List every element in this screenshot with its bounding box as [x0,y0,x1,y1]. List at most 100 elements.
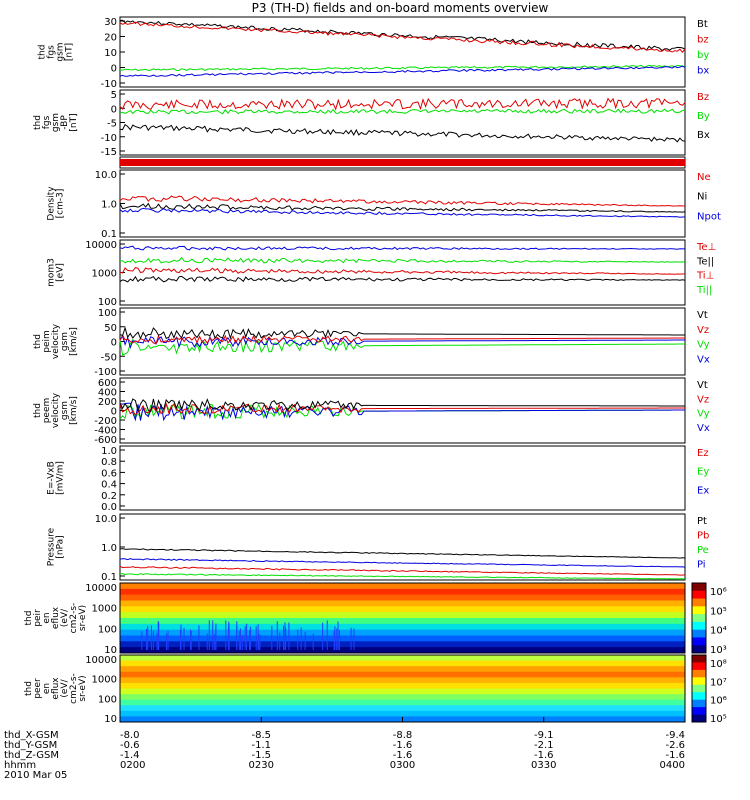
x-row-label: 2010 Mar 05 [4,770,67,781]
y-tick-label: 30 [104,17,117,28]
y-tick-label: 100 [98,694,117,705]
legend-entry: Pb [697,531,709,542]
panel-1: 5 0 -5 -10 -15 thd fgs gsm -BP [nT] Bz By Bx [33,89,710,158]
legend-entry: Te|| [696,256,714,267]
y-tick-label: -100 [94,367,117,378]
y-tick-label: 10000 [85,583,117,594]
Ti-par-line [119,256,686,264]
y-axis-label: [cm-3] [56,189,66,219]
y-tick-label: 0 [111,407,117,418]
y-axis-label: cm2-s- [69,603,79,634]
x-row-label: thd_Y-GSM [4,740,57,751]
y-axis-label: peim [42,330,52,353]
legend-entry: Vx [697,423,710,434]
spectrogram-band [120,641,685,648]
spectrogram-band [120,655,685,662]
x-row-label: hhmm [4,760,36,771]
y-tick-label: -15 [101,147,117,158]
electron-spectrogram [120,655,685,723]
y-axis-label: [mV/m] [56,461,66,495]
y-tick-label: 50 [104,323,117,334]
y-tick-label: 1000 [92,269,117,280]
spectrogram-band [120,623,685,631]
colorbar-swatch [692,614,706,623]
spectrogram-band [120,694,685,701]
legend-entry: Pt [697,516,707,527]
spectrogram-band [120,677,685,684]
y-tick-label: 1000 [92,604,117,615]
legend-entry: Vy [697,409,710,420]
y-tick-label: 100 [98,308,117,319]
y-axis-label: -BP [60,115,70,130]
spectrogram-band [120,688,685,695]
y-tick-label: 5 [111,90,117,101]
Pb-line [119,565,686,576]
x-tick-y: -1.6 [393,740,413,751]
y-axis-label: fgs [42,115,52,129]
y-axis-label: thd [24,681,34,696]
by-line [119,64,686,72]
Vz-elec-line [119,402,685,416]
Ne-line [119,195,686,207]
legend-entry: Ne [697,172,711,183]
y-axis-label: Pressure [47,527,57,566]
y-tick-label: 100 [98,624,117,635]
colorbar-swatch [692,645,706,654]
Pi-line [119,558,686,568]
x-tick-z: -1.6 [393,750,413,761]
y-axis-label: thd [33,403,43,418]
colorbar-swatch [692,707,706,716]
legend-entry: Pe [697,545,709,556]
Bz-line [119,97,686,111]
y-tick-label: 400 [98,388,117,399]
x-tick-y: -0.6 [120,740,140,751]
x-tick-y: -2.6 [665,740,685,751]
y-axis-label: [km/s] [69,396,79,425]
x-tick-x: -8.5 [251,730,271,741]
y-axis-label: thd [33,334,43,349]
x-tick-x: -8.8 [393,730,413,741]
y-tick-label: 200 [98,397,117,408]
legend-entry: Ti⊥ [696,271,714,282]
y-tick-label: 100 [98,297,117,308]
Npot-line [119,207,685,218]
legend-entry: Bt [697,19,708,30]
Bt-line [119,19,686,52]
y-tick-label: 1.0 [101,200,117,211]
spectrogram-band [120,660,685,667]
legend-entry: Ey [697,467,709,478]
spectrogram-band [120,705,685,712]
colorbar-frame [691,582,707,654]
panel-0: 30 20 10 0 -10 thd fgs gsm [nT] Bt bz by bx [38,16,709,90]
y-tick-label: 0 [111,64,117,75]
legend-entry: Ex [697,485,709,496]
x-row-label: thd_X-GSM [4,730,59,741]
colorbar-label: 10⁶ [710,587,727,598]
legend-entry: By [697,111,710,122]
colorbar-swatch [692,621,706,631]
y-tick-label: 10 [104,714,117,725]
colorbar-label: 10³ [710,645,727,656]
panel-10: 10000 1000 100 10 thd peer en eflux (eV/cm2-s-sr… [24,654,686,725]
legend-entry: bz [697,35,709,46]
colorbar-swatch [692,606,706,615]
y-tick-label: 600 [98,378,117,389]
y-axis-label: (eV/ [60,678,70,697]
legend-entry: Vy [697,340,710,351]
y-tick-label: -5 [107,119,117,130]
colorbar-swatch [692,590,706,600]
y-axis-label: en [42,612,52,623]
y-tick-label: 1.0 [101,543,117,554]
y-tick-label: 10000 [85,240,117,251]
y-tick-label: -600 [94,435,117,446]
y-axis-label: mom3 [47,258,57,287]
legend-entry: Vt [697,310,708,321]
x-tick-t: 0400 [660,760,685,771]
spectrogram-frame [119,582,686,654]
y-axis-label: gsm [60,332,70,351]
y-tick-label: 0.1 [101,229,117,240]
y-tick-label: 0.1 [101,572,117,583]
colorbar-label: 10⁵ [710,714,727,725]
Vx-ion-line [119,335,685,350]
